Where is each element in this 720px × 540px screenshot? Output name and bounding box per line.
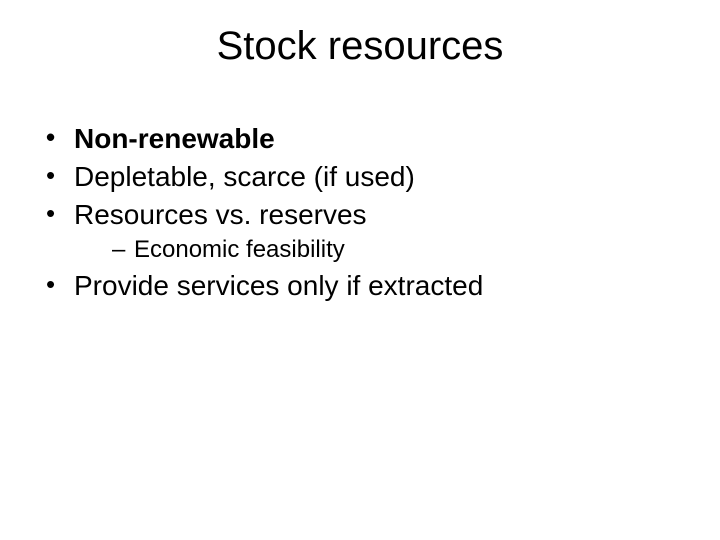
bullet-list: Non-renewable Depletable, scarce (if use… [28,121,692,304]
slide-title: Stock resources [28,24,692,69]
bullet-text: Depletable, scarce (if used) [74,161,415,192]
slide: Stock resources Non-renewable Depletable… [0,0,720,540]
bullet-item: Depletable, scarce (if used) [46,159,692,195]
bullet-text: Provide services only if extracted [74,270,483,301]
sub-bullet-item: Economic feasibility [112,234,692,265]
sub-bullet-text: Economic feasibility [134,236,345,263]
bullet-item: Provide services only if extracted [46,268,692,304]
bullet-item: Non-renewable [46,121,692,157]
bullet-item: Resources vs. reserves Economic feasibil… [46,197,692,266]
bullet-text: Non-renewable [74,123,275,154]
bullet-text: Resources vs. reserves [74,199,367,230]
sub-bullet-list: Economic feasibility [74,234,692,265]
